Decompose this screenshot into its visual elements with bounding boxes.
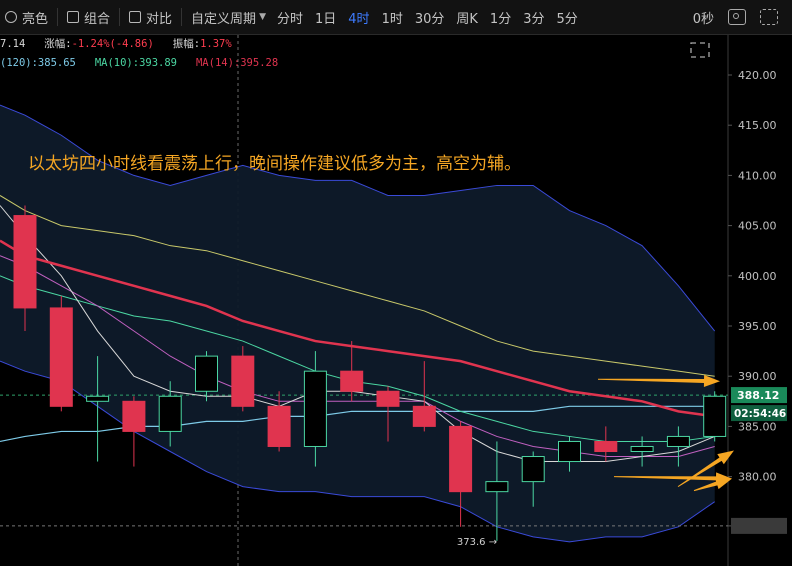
ma10-value: MA(10):393.89 (94, 57, 178, 69)
candle-down (122, 400, 146, 432)
y-tick-label: 395.00 (738, 320, 777, 333)
y-tick-label: 405.00 (738, 220, 777, 233)
expand-chart-icon[interactable] (690, 42, 710, 58)
period-tab[interactable]: 1日 (315, 11, 337, 27)
candle-down (267, 405, 291, 447)
candle-up (158, 395, 182, 432)
y-tick-label: 390.00 (738, 370, 777, 383)
analysis-annotation: 以太坊四小时线看震荡上行，晚间操作建议低多为主，高空为辅。 (28, 154, 521, 174)
bollinger-lower-line (0, 360, 715, 543)
price-info-row: 7.14 涨幅:-1.24%(-4.86) 振幅:1.37% (0, 35, 278, 54)
low-marker-tag-bg (731, 517, 787, 534)
y-tick-label: 410.00 (738, 169, 777, 182)
chevron-down-icon: ▼ (259, 12, 266, 22)
candle-down (49, 307, 73, 407)
candle-up (303, 370, 327, 447)
candle-up (666, 435, 690, 447)
compare-icon (129, 11, 142, 23)
indicator-info-bar: 7.14 涨幅:-1.24%(-4.86) 振幅:1.37% (120):385… (0, 35, 278, 73)
theme-toggle-button[interactable]: 亮色 (0, 8, 53, 27)
toolbar-divider (57, 8, 59, 26)
period-tab[interactable]: 周K (456, 11, 478, 27)
period-tab[interactable]: 30分 (414, 11, 445, 27)
y-tick-label: 415.00 (738, 119, 777, 132)
toolbar-divider (181, 8, 183, 26)
fullscreen-icon[interactable] (760, 9, 778, 25)
candle-down (13, 215, 37, 309)
low-price-label: 373.6 → (457, 537, 497, 548)
period-tab[interactable]: 1时 (381, 11, 403, 27)
change-value: -1.24%(-4.86) (71, 38, 154, 50)
open-value: 7.14 (0, 38, 26, 50)
candlestick-chart[interactable]: 373.6 → 420.00 415.00 410.00 405.00 400.00 395… (0, 35, 792, 566)
period-tab[interactable]: 3分 (523, 11, 545, 27)
y-tick-label: 380.00 (738, 471, 777, 484)
candle-down (231, 355, 255, 407)
candle-up (86, 395, 110, 402)
refresh-countdown: 0秒 (692, 11, 714, 27)
custom-period-dropdown[interactable]: 自定义周期 ▼ (186, 8, 271, 27)
combine-label: 组合 (84, 11, 111, 27)
custom-period-label: 自定义周期 (191, 11, 257, 27)
countdown-tag: 02:54:46 (734, 408, 786, 420)
period-tab[interactable]: 1分 (489, 11, 512, 27)
ma120-line (0, 405, 715, 443)
amplitude-label: 振幅: (172, 38, 201, 50)
combine-button[interactable]: 组合 (62, 8, 115, 27)
orange-arrow-up-right (677, 450, 734, 488)
period-tab[interactable]: 4时 (348, 11, 370, 27)
toolbar-divider (119, 8, 121, 26)
change-label: 涨幅: (44, 38, 72, 50)
bollinger-band-fill (0, 105, 715, 542)
compare-label: 对比 (146, 11, 173, 27)
period-tabs: 分时 1日 4时 1时 30分 周K 1分 3分 5分 (271, 8, 584, 27)
candle-down (340, 370, 364, 392)
compare-button[interactable]: 对比 (124, 8, 177, 27)
candle-down (594, 440, 618, 452)
ma120-value: (120):385.65 (0, 57, 76, 69)
theme-label: 亮色 (22, 11, 49, 27)
y-tick-label: 420.00 (738, 69, 777, 82)
amplitude-value: 1.37% (200, 38, 232, 50)
ma14-value: MA(14):395.28 (195, 57, 279, 69)
candle-down (376, 390, 400, 407)
y-tick-label: 385.00 (738, 420, 777, 433)
period-tab[interactable]: 分时 (276, 11, 303, 27)
orange-arrow-right (613, 472, 732, 485)
last-price-tag-bg (731, 387, 787, 404)
last-price-tag: 388.12 (737, 389, 779, 402)
orange-arrow-up-right (693, 477, 732, 492)
ma-yellow-line (0, 195, 715, 377)
bollinger-upper-line (0, 104, 716, 332)
candle-up (521, 456, 545, 483)
candle-up (485, 481, 509, 493)
orange-arrow-right (597, 374, 720, 387)
candle-up (558, 440, 581, 463)
candle-up (630, 445, 654, 453)
sun-icon (5, 11, 17, 23)
grid-icon (67, 11, 80, 23)
toolbar: 亮色 组合 对比 自定义周期 ▼ 分时 1日 4时 1时 30分 周K 1分 3分 5分 0秒 (0, 0, 792, 35)
toolbar-right: 0秒 (693, 0, 792, 34)
countdown-tag-bg (731, 405, 787, 422)
candle-down (412, 405, 436, 427)
candle-up (195, 355, 218, 392)
period-tab[interactable]: 5分 (556, 11, 578, 27)
ma-info-row: (120):385.65 MA(10):393.89 MA(14):395.28 (0, 54, 278, 73)
candle-up (703, 395, 727, 437)
candle-down (449, 425, 473, 493)
y-tick-label: 400.00 (738, 270, 777, 283)
camera-icon[interactable] (728, 9, 746, 25)
